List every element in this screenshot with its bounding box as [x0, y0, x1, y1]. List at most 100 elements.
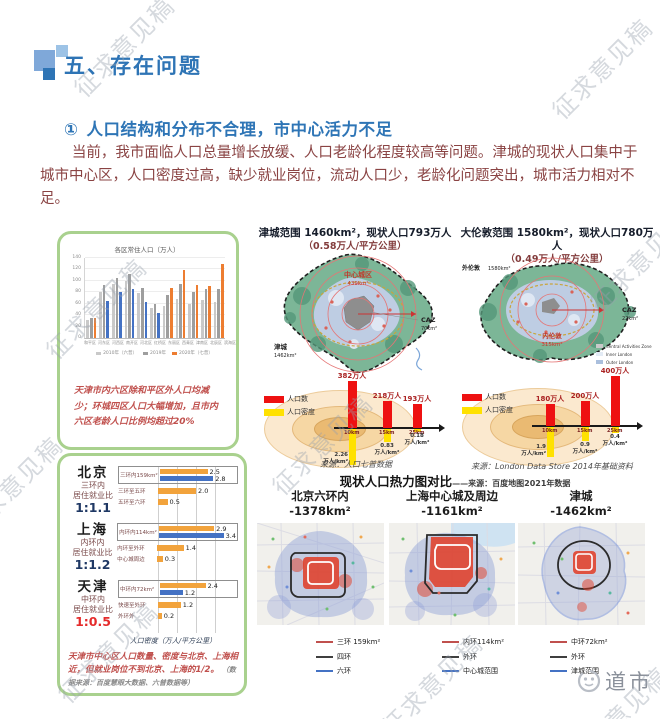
shanghai-heatmap-legend: 内环114km² 外环 中心城范围: [442, 637, 504, 681]
x-axis-labels: 和平区 河东区 河西区 南开区 河北区 红桥区 东丽区 西青区 津南区 北辰区 滨海区: [84, 340, 236, 346]
x-axis-label: 红桥区: [154, 340, 166, 345]
inner-london-area-label: 315km²: [541, 341, 562, 348]
bar-group: [137, 287, 148, 338]
bar: [182, 270, 186, 338]
y-tick-label: 20: [75, 323, 81, 329]
gridline: [85, 302, 225, 304]
bar-rows: 内环内114km² 2.9 3.4 内环至外环 1.4 中心城周边 0.3: [117, 522, 238, 572]
x-axis-label: 河东区: [98, 340, 110, 345]
x-axis-label: 东丽区: [168, 340, 180, 345]
orange-bar-row: 0.2: [158, 612, 238, 620]
bar: [221, 263, 224, 338]
caz-leader-line: [369, 311, 419, 321]
bar-row: 三环至五环 2.0: [118, 487, 238, 495]
caz-label: CAZ: [622, 306, 637, 314]
density-number: 1.9: [536, 444, 546, 451]
bar-row: 中心城周边 0.3: [117, 555, 238, 563]
ring-distance-label: 15km: [577, 428, 593, 434]
bar: [158, 613, 162, 619]
density-legend-label: 人口密度: [287, 408, 315, 416]
bar-value: 3.4: [225, 531, 236, 540]
population-bar: [412, 404, 422, 428]
row-label: 内环至外环: [117, 546, 145, 552]
legend-line: [442, 655, 459, 658]
tianjin-heatmap: [518, 523, 645, 625]
legend-label: 中心城范围: [463, 667, 498, 675]
bar: [195, 284, 199, 338]
population-swatch: [264, 395, 284, 403]
density-unit: 万人/km²: [323, 459, 348, 466]
panel-name: 上海中心城及周边: [406, 489, 498, 503]
bar: [160, 582, 206, 589]
x-axis-label: 西青区: [182, 340, 194, 345]
density-swatch: [264, 408, 284, 416]
panel-area: -1161km²: [421, 504, 483, 518]
y-tick-label: 140: [72, 255, 81, 260]
radius-arrowhead: [411, 311, 416, 317]
zone-label: 中环内: [81, 595, 105, 604]
bar: [153, 304, 157, 338]
density-compare-box: 北京 三环内 居住就业比 1:1.1 三环内159km² 2.5 2.8 三环至五环 2.0 五环…: [57, 453, 247, 696]
y-tick-label: 80: [75, 289, 81, 295]
bars: 2.4 1.2: [160, 582, 236, 597]
legend-caz: Central Activities Zone: [606, 344, 652, 349]
zone-label: 内环内: [80, 538, 105, 547]
bar-row: 内环内114km² 2.9 3.4: [117, 523, 238, 541]
district-chart-caption: 天津市内六区除和平区外人口均减少；环城四区人口大幅增加，且市内六区老龄人口比例均…: [74, 386, 219, 427]
heat-hot-core: [303, 557, 339, 589]
red-dots: [324, 294, 392, 344]
population-value: 180万人: [535, 394, 565, 403]
density-number: 0.18: [410, 432, 424, 439]
orange-bar-row: 0.5: [158, 498, 238, 506]
ring-ellipse-inner: [314, 417, 366, 441]
bars: 2.5 2.8: [160, 468, 236, 483]
central-city-area: 439km²: [347, 280, 368, 287]
bar-group: [150, 304, 161, 338]
outer-london-area: 1580km²: [488, 266, 511, 272]
orange-bar-row: 2.9: [159, 525, 236, 533]
bar: [128, 274, 131, 338]
blue-bar-row: 2.8: [160, 475, 236, 483]
bar: [175, 299, 179, 338]
row-label: 三环内159km²: [120, 473, 158, 479]
bar: [86, 319, 90, 338]
population-legend-label: 人口数: [485, 393, 506, 401]
tianjin-ring-chart: 人口数 人口密度 382万人 10km 218万人 15km 193万人 25km 2.26…: [260, 372, 450, 482]
heat-hot-core: [573, 551, 596, 574]
bar: [93, 318, 97, 338]
bar: [166, 295, 170, 338]
tianjin-heatmap-legend: 中环72km² 外环 津城范围: [550, 637, 608, 681]
bar: [160, 475, 214, 482]
density-number: 2.26: [334, 452, 348, 459]
city-name: 上海: [77, 522, 109, 538]
legend-inner: Inner London: [606, 352, 633, 357]
bar: [157, 556, 163, 562]
panel-area: -1378km²: [289, 504, 351, 518]
density-unit: 万人/km²: [572, 449, 598, 456]
section-number: ①: [64, 120, 79, 139]
row-label: 内环内114km²: [119, 530, 157, 536]
population-bar: [610, 376, 620, 426]
x-axis-label: 河北区: [140, 340, 152, 345]
bar: [158, 602, 181, 608]
density-value: 2.26 万人/km²: [302, 452, 348, 466]
legend-swatch: [96, 351, 102, 355]
legend-label: 津城范围: [571, 667, 599, 675]
caz-area: 70km²: [421, 326, 437, 332]
legend-label: 外环: [571, 652, 585, 661]
city-header: 上海 内环内 居住就业比 1:1.2: [68, 522, 117, 572]
ring-ellipse-inner: [512, 415, 564, 439]
footnote-main: 天津市中心区人口数量、密度与北京、上海相近，但就业岗位不到北京、上海的1/2。: [68, 652, 239, 675]
ring-distance-label: 10km: [542, 428, 558, 434]
density-value: 0.9 万人/km²: [567, 442, 603, 456]
mid-ring-outline: [575, 553, 593, 571]
bar-value: 2.0: [198, 487, 209, 495]
y-tick-label: 60: [75, 300, 81, 306]
density-bar: [383, 429, 391, 443]
bar-value: 1.4: [185, 544, 196, 552]
bar-group: [162, 288, 173, 338]
gridline: [85, 279, 225, 281]
jobs-housing-ratio: 1:1.2: [74, 557, 111, 572]
logo-text: 道市: [605, 670, 653, 694]
ring-axis-arrow: [637, 422, 643, 430]
